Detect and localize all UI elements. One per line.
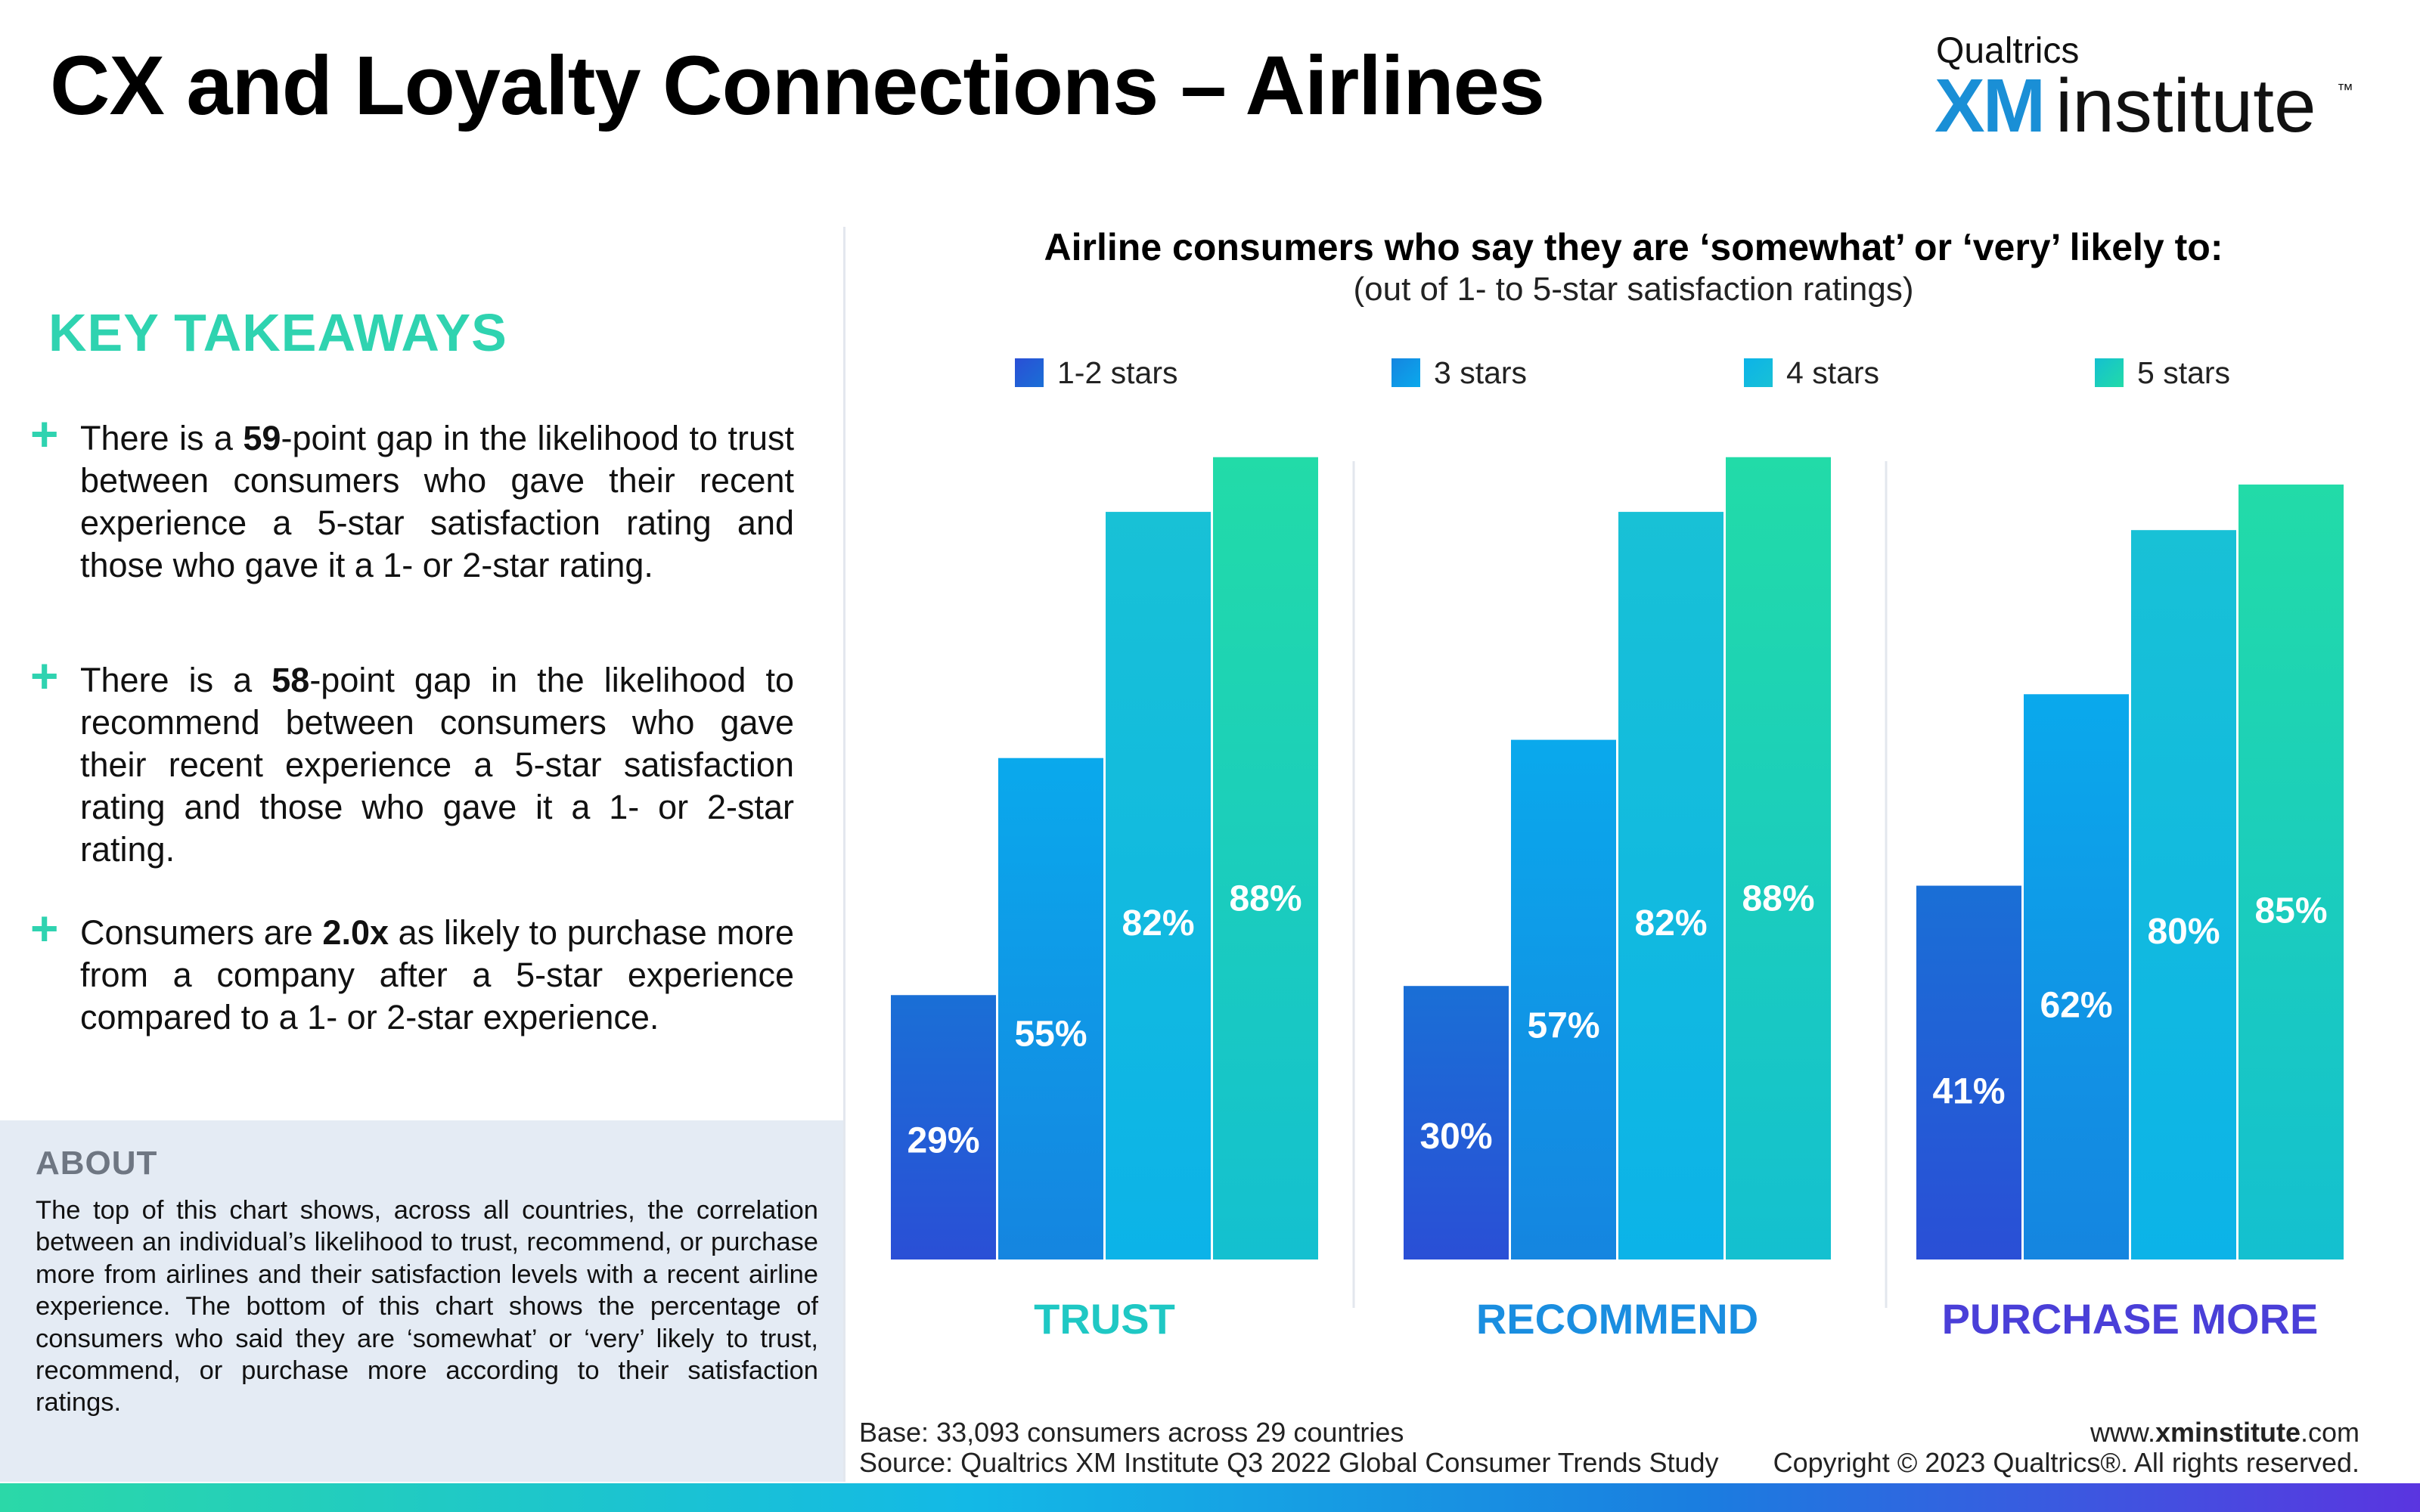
legend-label: 1-2 stars <box>1057 355 1178 390</box>
bar-recommend-2 <box>1618 512 1723 1259</box>
plus-icon: + <box>30 407 59 461</box>
bar-trust-3 <box>1213 457 1318 1259</box>
bar-value-label: 82% <box>1634 903 1707 943</box>
bar-value-label: 57% <box>1527 1006 1599 1046</box>
bar-value-label: 41% <box>1932 1071 2005 1111</box>
category-label-purchase-more: PURCHASE MORE <box>1941 1295 2319 1343</box>
bar-purchase-more-0 <box>1916 885 2021 1259</box>
takeaway-item: + There is a 59-point gap in the likelih… <box>30 410 794 587</box>
footer-copyright: Copyright © 2023 Qualtrics®. All rights … <box>1773 1447 2360 1478</box>
page-title: CX and Loyalty Connections – Airlines <box>50 39 1545 132</box>
takeaway-text-pre: Consumers are <box>80 913 323 952</box>
bar-value-label: 88% <box>1742 878 1814 919</box>
legend-label: 4 stars <box>1786 355 1880 390</box>
legend-swatch <box>1744 358 1773 387</box>
bar-value-label: 30% <box>1419 1117 1492 1157</box>
footer-url-suffix: .com <box>2300 1417 2360 1448</box>
takeaway-text-pre: There is a <box>80 419 244 457</box>
footer-url[interactable]: www.xminstitute.com <box>2090 1417 2360 1448</box>
takeaway-highlight: 59 <box>243 419 281 457</box>
bar-value-label: 29% <box>907 1121 979 1161</box>
bottom-gradient-bar <box>0 1483 2420 1512</box>
takeaway-text-post: as likely to purchase more from a compan… <box>80 913 794 1036</box>
about-heading: ABOUT <box>36 1145 158 1182</box>
bar-value-label: 55% <box>1014 1015 1087 1055</box>
bar-recommend-0 <box>1404 986 1509 1259</box>
takeaway-text: Consumers are 2.0x as likely to purchase… <box>80 912 794 1039</box>
about-box <box>0 1120 843 1482</box>
logo-brand: Qualtrics <box>1936 31 2080 71</box>
takeaway-item: + There is a 58-point gap in the likelih… <box>30 652 794 871</box>
bar-purchase-more-2 <box>2131 530 2236 1259</box>
plus-icon: + <box>30 901 59 956</box>
bar-value-label: 82% <box>1122 903 1194 943</box>
category-label-recommend: RECOMMEND <box>1475 1295 1759 1343</box>
legend-label: 3 stars <box>1434 355 1528 390</box>
logo-xm: XM <box>1934 64 2046 148</box>
footer-url-domain: xminstitute <box>2155 1417 2301 1448</box>
bar-recommend-3 <box>1726 457 1831 1259</box>
bar-trust-0 <box>891 995 996 1259</box>
bar-trust-2 <box>1106 512 1211 1259</box>
takeaway-item: + Consumers are 2.0x as likely to purcha… <box>30 904 794 1039</box>
bar-purchase-more-3 <box>2238 484 2344 1259</box>
bar-value-label: 85% <box>2254 891 2327 931</box>
panel-divider <box>843 227 845 1482</box>
footer-source: Source: Qualtrics XM Institute Q3 2022 G… <box>859 1447 1719 1478</box>
chart-title: Airline consumers who say they are ‘some… <box>1044 226 2223 268</box>
bar-value-label: 80% <box>2147 912 2220 952</box>
bar-purchase-more-1 <box>2024 694 2129 1259</box>
takeaway-text-post: -point gap in the likelihood to recommen… <box>80 661 794 869</box>
key-takeaways-heading: KEY TAKEAWAYS <box>48 303 507 362</box>
about-text: The top of this chart shows, across all … <box>36 1196 818 1418</box>
bar-value-label: 62% <box>2040 986 2112 1026</box>
takeaway-text-post: -point gap in the likelihood to trust be… <box>80 419 794 584</box>
legend-label: 5 stars <box>2137 355 2231 390</box>
takeaway-text: There is a 58-point gap in the likelihoo… <box>80 659 794 871</box>
bar-chart: 29% 55% 82% 88% 30% 57% 82% 88% 41% 62% 80% 85% <box>891 457 2344 1308</box>
legend-swatch <box>2095 358 2124 387</box>
legend-swatch <box>1015 358 1044 387</box>
bar-recommend-1 <box>1511 739 1616 1259</box>
bar-trust-1 <box>998 758 1103 1259</box>
takeaway-highlight: 2.0x <box>322 913 389 952</box>
plus-icon: + <box>30 649 59 703</box>
takeaway-text: There is a 59-point gap in the likelihoo… <box>80 417 794 587</box>
chart-subtitle: (out of 1- to 5-star satisfaction rating… <box>1353 271 1914 308</box>
bar-value-label: 88% <box>1229 878 1302 919</box>
footer-base: Base: 33,093 consumers across 29 countri… <box>859 1417 1404 1448</box>
logo-institute: institute <box>2055 64 2316 148</box>
takeaway-text-pre: There is a <box>80 661 272 699</box>
takeaway-highlight: 58 <box>271 661 310 699</box>
legend-swatch <box>1392 358 1420 387</box>
logo-tm: ™ <box>2337 80 2353 99</box>
footer-url-prefix: www. <box>2090 1417 2155 1448</box>
xm-institute-logo: Qualtrics XM institute ™ <box>1934 30 2360 148</box>
category-label-trust: TRUST <box>1034 1295 1175 1343</box>
